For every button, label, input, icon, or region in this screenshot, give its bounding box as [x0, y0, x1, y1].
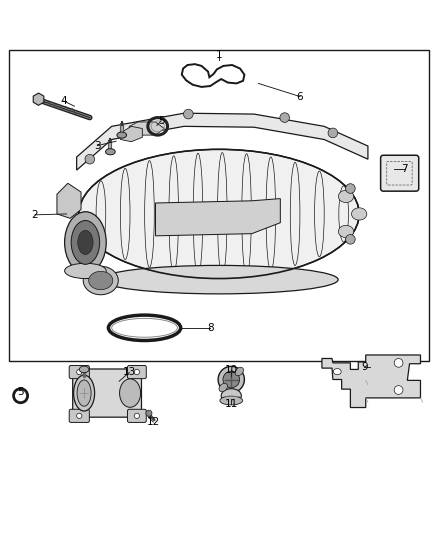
Circle shape [146, 410, 152, 416]
Ellipse shape [338, 190, 354, 203]
Ellipse shape [235, 367, 244, 376]
Polygon shape [129, 122, 164, 135]
Ellipse shape [77, 380, 91, 406]
Text: 8: 8 [207, 323, 214, 333]
Ellipse shape [219, 383, 227, 392]
Text: 10: 10 [225, 365, 238, 375]
Polygon shape [322, 355, 420, 408]
Polygon shape [155, 199, 280, 236]
Ellipse shape [100, 265, 338, 294]
Circle shape [328, 128, 338, 138]
FancyBboxPatch shape [381, 155, 419, 191]
Polygon shape [77, 113, 368, 170]
Ellipse shape [333, 368, 341, 375]
Ellipse shape [71, 221, 99, 264]
Ellipse shape [78, 230, 93, 254]
Circle shape [280, 113, 290, 123]
Text: 5: 5 [17, 387, 24, 397]
Circle shape [346, 235, 355, 244]
Text: 11: 11 [225, 399, 238, 409]
Text: 5: 5 [158, 116, 165, 126]
Ellipse shape [120, 379, 141, 407]
FancyBboxPatch shape [127, 409, 146, 423]
Ellipse shape [64, 263, 106, 279]
Text: 13: 13 [123, 367, 136, 377]
Text: 3: 3 [94, 141, 101, 151]
FancyBboxPatch shape [127, 366, 146, 378]
Circle shape [134, 369, 139, 375]
Polygon shape [57, 183, 81, 219]
Text: 1: 1 [215, 50, 223, 60]
Ellipse shape [117, 132, 127, 138]
Circle shape [394, 359, 403, 367]
Circle shape [346, 184, 355, 193]
Text: 12: 12 [147, 417, 160, 427]
Circle shape [218, 366, 244, 393]
Text: 4: 4 [60, 96, 67, 106]
Ellipse shape [83, 266, 118, 295]
Circle shape [394, 386, 403, 394]
Circle shape [85, 155, 95, 164]
Text: 9: 9 [361, 362, 368, 372]
Ellipse shape [351, 208, 367, 220]
Ellipse shape [79, 366, 89, 373]
Ellipse shape [74, 375, 95, 411]
Circle shape [223, 371, 240, 388]
Text: 2: 2 [32, 210, 39, 220]
Bar [9, 50, 429, 361]
FancyBboxPatch shape [69, 366, 89, 378]
Circle shape [134, 413, 139, 418]
FancyBboxPatch shape [69, 409, 89, 423]
Ellipse shape [64, 212, 106, 273]
Ellipse shape [88, 271, 113, 290]
Ellipse shape [338, 225, 354, 238]
Circle shape [77, 413, 82, 418]
Text: 6: 6 [297, 92, 304, 102]
Ellipse shape [220, 396, 243, 405]
Ellipse shape [221, 389, 241, 403]
FancyBboxPatch shape [73, 369, 141, 417]
Circle shape [77, 369, 82, 375]
Ellipse shape [106, 149, 115, 155]
Ellipse shape [79, 149, 359, 279]
Text: 7: 7 [401, 164, 408, 174]
Circle shape [184, 109, 193, 119]
Polygon shape [120, 126, 142, 142]
Polygon shape [33, 93, 44, 106]
